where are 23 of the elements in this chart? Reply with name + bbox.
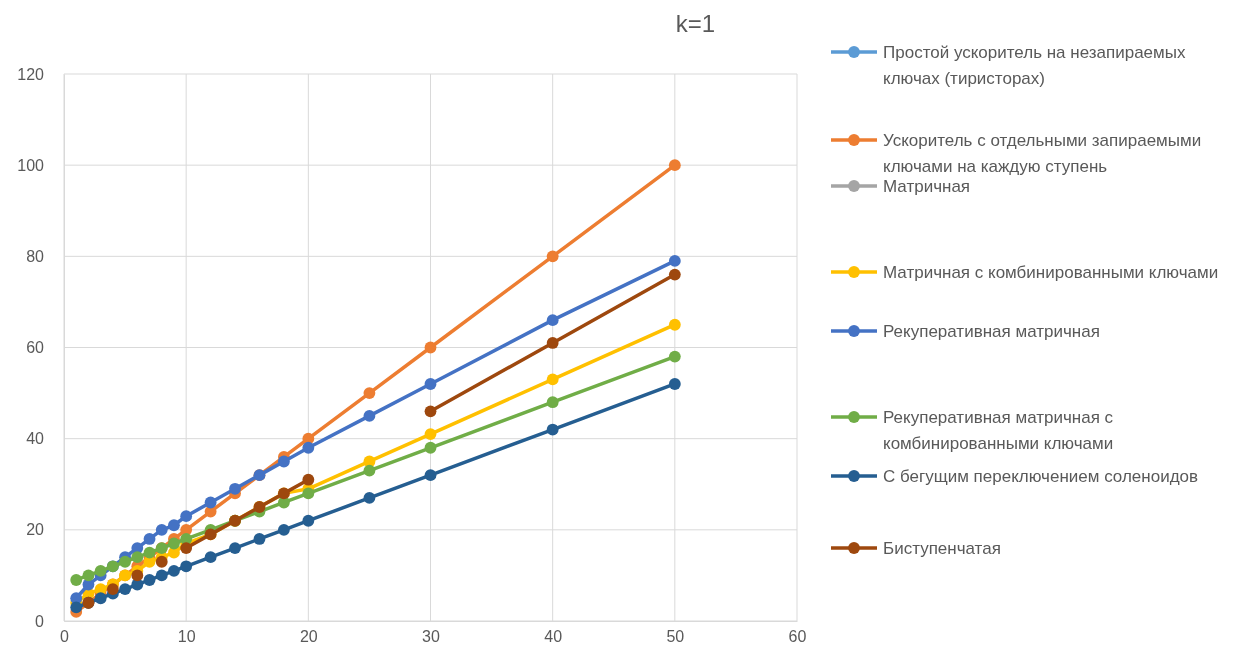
legend-label: Рекуперативная матричная с комбинированными ключами — [883, 408, 1114, 453]
x-tick-label: 50 — [666, 628, 685, 646]
x-tick-label: 0 — [60, 628, 70, 646]
y-tick-label: 60 — [26, 339, 45, 357]
x-tick-label: 20 — [299, 628, 318, 646]
legend-label: С бегущим переключением соленоидов — [883, 467, 1199, 486]
legend-label: Матричная с комбинированными ключами — [883, 263, 1219, 282]
y-tick-label: 40 — [26, 430, 45, 448]
legend-label: Простой ускоритель на незапираемых ключах (тиристорах) — [883, 43, 1186, 88]
y-tick-label: 120 — [17, 65, 45, 83]
y-tick-label: 100 — [17, 156, 45, 174]
x-tick-label: 30 — [422, 628, 440, 646]
y-tick-label: 0 — [35, 612, 45, 630]
legend-label: Биступенчатая — [883, 539, 1001, 558]
legend-label: Ускоритель с отдельными запираемыми ключами на каждую ступень — [883, 131, 1202, 176]
legend-label: Матричная — [883, 177, 971, 196]
y-tick-label: 20 — [26, 521, 45, 539]
chart-title: k=1 — [675, 10, 716, 37]
legend-label: Рекуперативная матричная — [883, 322, 1100, 341]
x-tick-label: 40 — [544, 628, 563, 646]
x-tick-label: 10 — [177, 628, 196, 646]
x-tick-label: 60 — [788, 628, 807, 646]
y-tick-label: 80 — [26, 247, 45, 265]
